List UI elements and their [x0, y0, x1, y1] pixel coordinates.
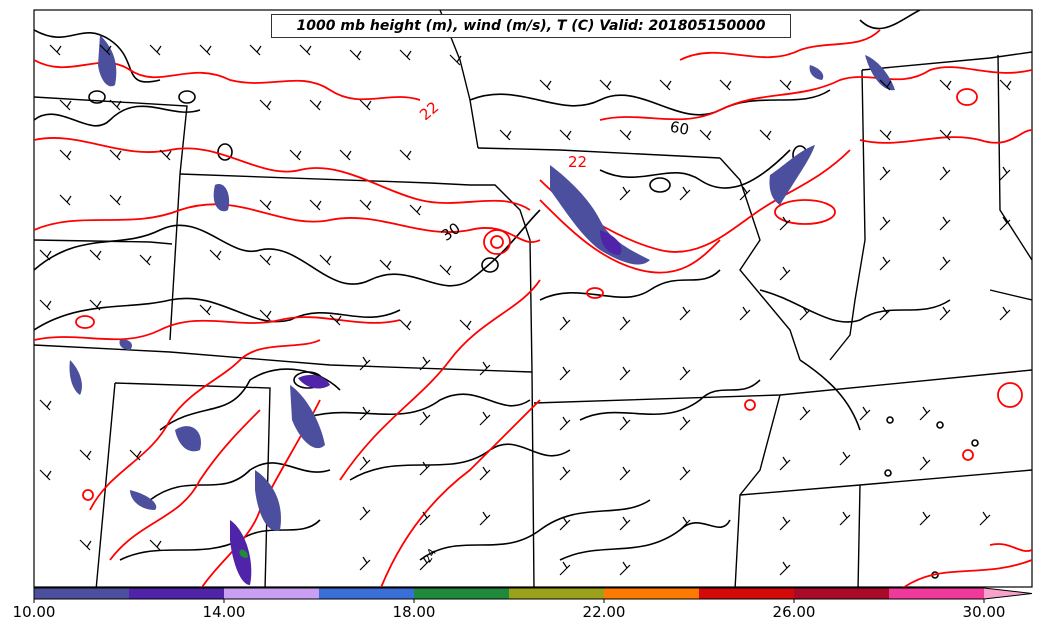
colorbar-tick-3: 22.00	[582, 603, 626, 621]
colorbar-tick-2: 18.00	[392, 603, 436, 621]
colorbar-outline	[33, 587, 1033, 600]
colorbar-tick-0: 10.00	[12, 603, 56, 621]
colorbar-tick-5: 30.00	[962, 603, 1006, 621]
temp-label-22-east: 22	[568, 153, 587, 171]
colorbar-bin-2	[224, 588, 319, 599]
wind-barbs	[39, 44, 1012, 576]
colorbar-bin-0	[34, 588, 129, 599]
height-label-24: 24	[421, 546, 439, 565]
colorbar-bin-5	[509, 588, 604, 599]
colorbar-bin-8	[794, 588, 889, 599]
colorbar-bin-9	[889, 588, 984, 599]
colorbar-tick-4: 26.00	[772, 603, 816, 621]
colorbar-bin-10	[984, 588, 1032, 599]
height-contours	[34, 10, 979, 579]
colorbar	[33, 587, 1033, 603]
precip-shading	[69, 35, 895, 585]
colorbar-bin-1	[129, 588, 224, 599]
colorbar-bin-6	[604, 588, 699, 599]
map-title: 1000 mb height (m), wind (m/s), T (C) Va…	[271, 14, 791, 38]
height-label-60: 60	[669, 118, 691, 139]
colorbar-bin-7	[699, 588, 794, 599]
colorbar-bin-4	[414, 588, 509, 599]
colorbar-bin-3	[319, 588, 414, 599]
colorbar-tick-1: 14.00	[202, 603, 246, 621]
